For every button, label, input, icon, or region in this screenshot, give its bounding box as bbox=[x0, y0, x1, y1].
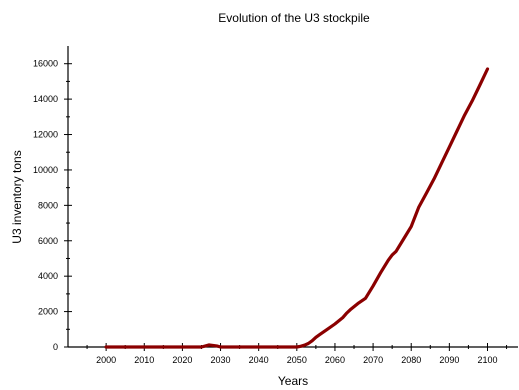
x-tick-label: 2040 bbox=[249, 355, 269, 365]
x-tick-label: 2030 bbox=[211, 355, 231, 365]
series-layer bbox=[104, 67, 490, 349]
y-tick-label: 14000 bbox=[33, 94, 58, 104]
y-tick-label: 10000 bbox=[33, 165, 58, 175]
x-tick-label: 2020 bbox=[172, 355, 192, 365]
x-tick-label: 2010 bbox=[134, 355, 154, 365]
x-tick-label: 2080 bbox=[401, 355, 421, 365]
x-tick-label: 2060 bbox=[325, 355, 345, 365]
axes bbox=[67, 46, 518, 348]
x-tick-label: 2090 bbox=[439, 355, 459, 365]
y-tick-label: 2000 bbox=[38, 307, 58, 317]
x-tick-label: 2100 bbox=[477, 355, 497, 365]
series-line bbox=[104, 67, 490, 349]
x-tick-label: 2070 bbox=[363, 355, 383, 365]
axis-ticks: 0 2000 4000 6000 8000 10000 12000 14000 16000 200… bbox=[33, 59, 508, 365]
x-axis-label: Years bbox=[278, 374, 308, 388]
x-tick-label: 2050 bbox=[287, 355, 307, 365]
y-tick-label: 6000 bbox=[38, 236, 58, 246]
y-tick-label: 4000 bbox=[38, 271, 58, 281]
y-tick-label: 8000 bbox=[38, 200, 58, 210]
chart-title: Evolution of the U3 stockpile bbox=[218, 11, 370, 25]
y-tick-label: 0 bbox=[53, 342, 58, 352]
y-tick-label: 12000 bbox=[33, 130, 58, 140]
y-tick-label: 16000 bbox=[33, 59, 58, 69]
y-axis-label: U3 inventory tons bbox=[10, 150, 24, 243]
x-tick-label: 2000 bbox=[96, 355, 116, 365]
